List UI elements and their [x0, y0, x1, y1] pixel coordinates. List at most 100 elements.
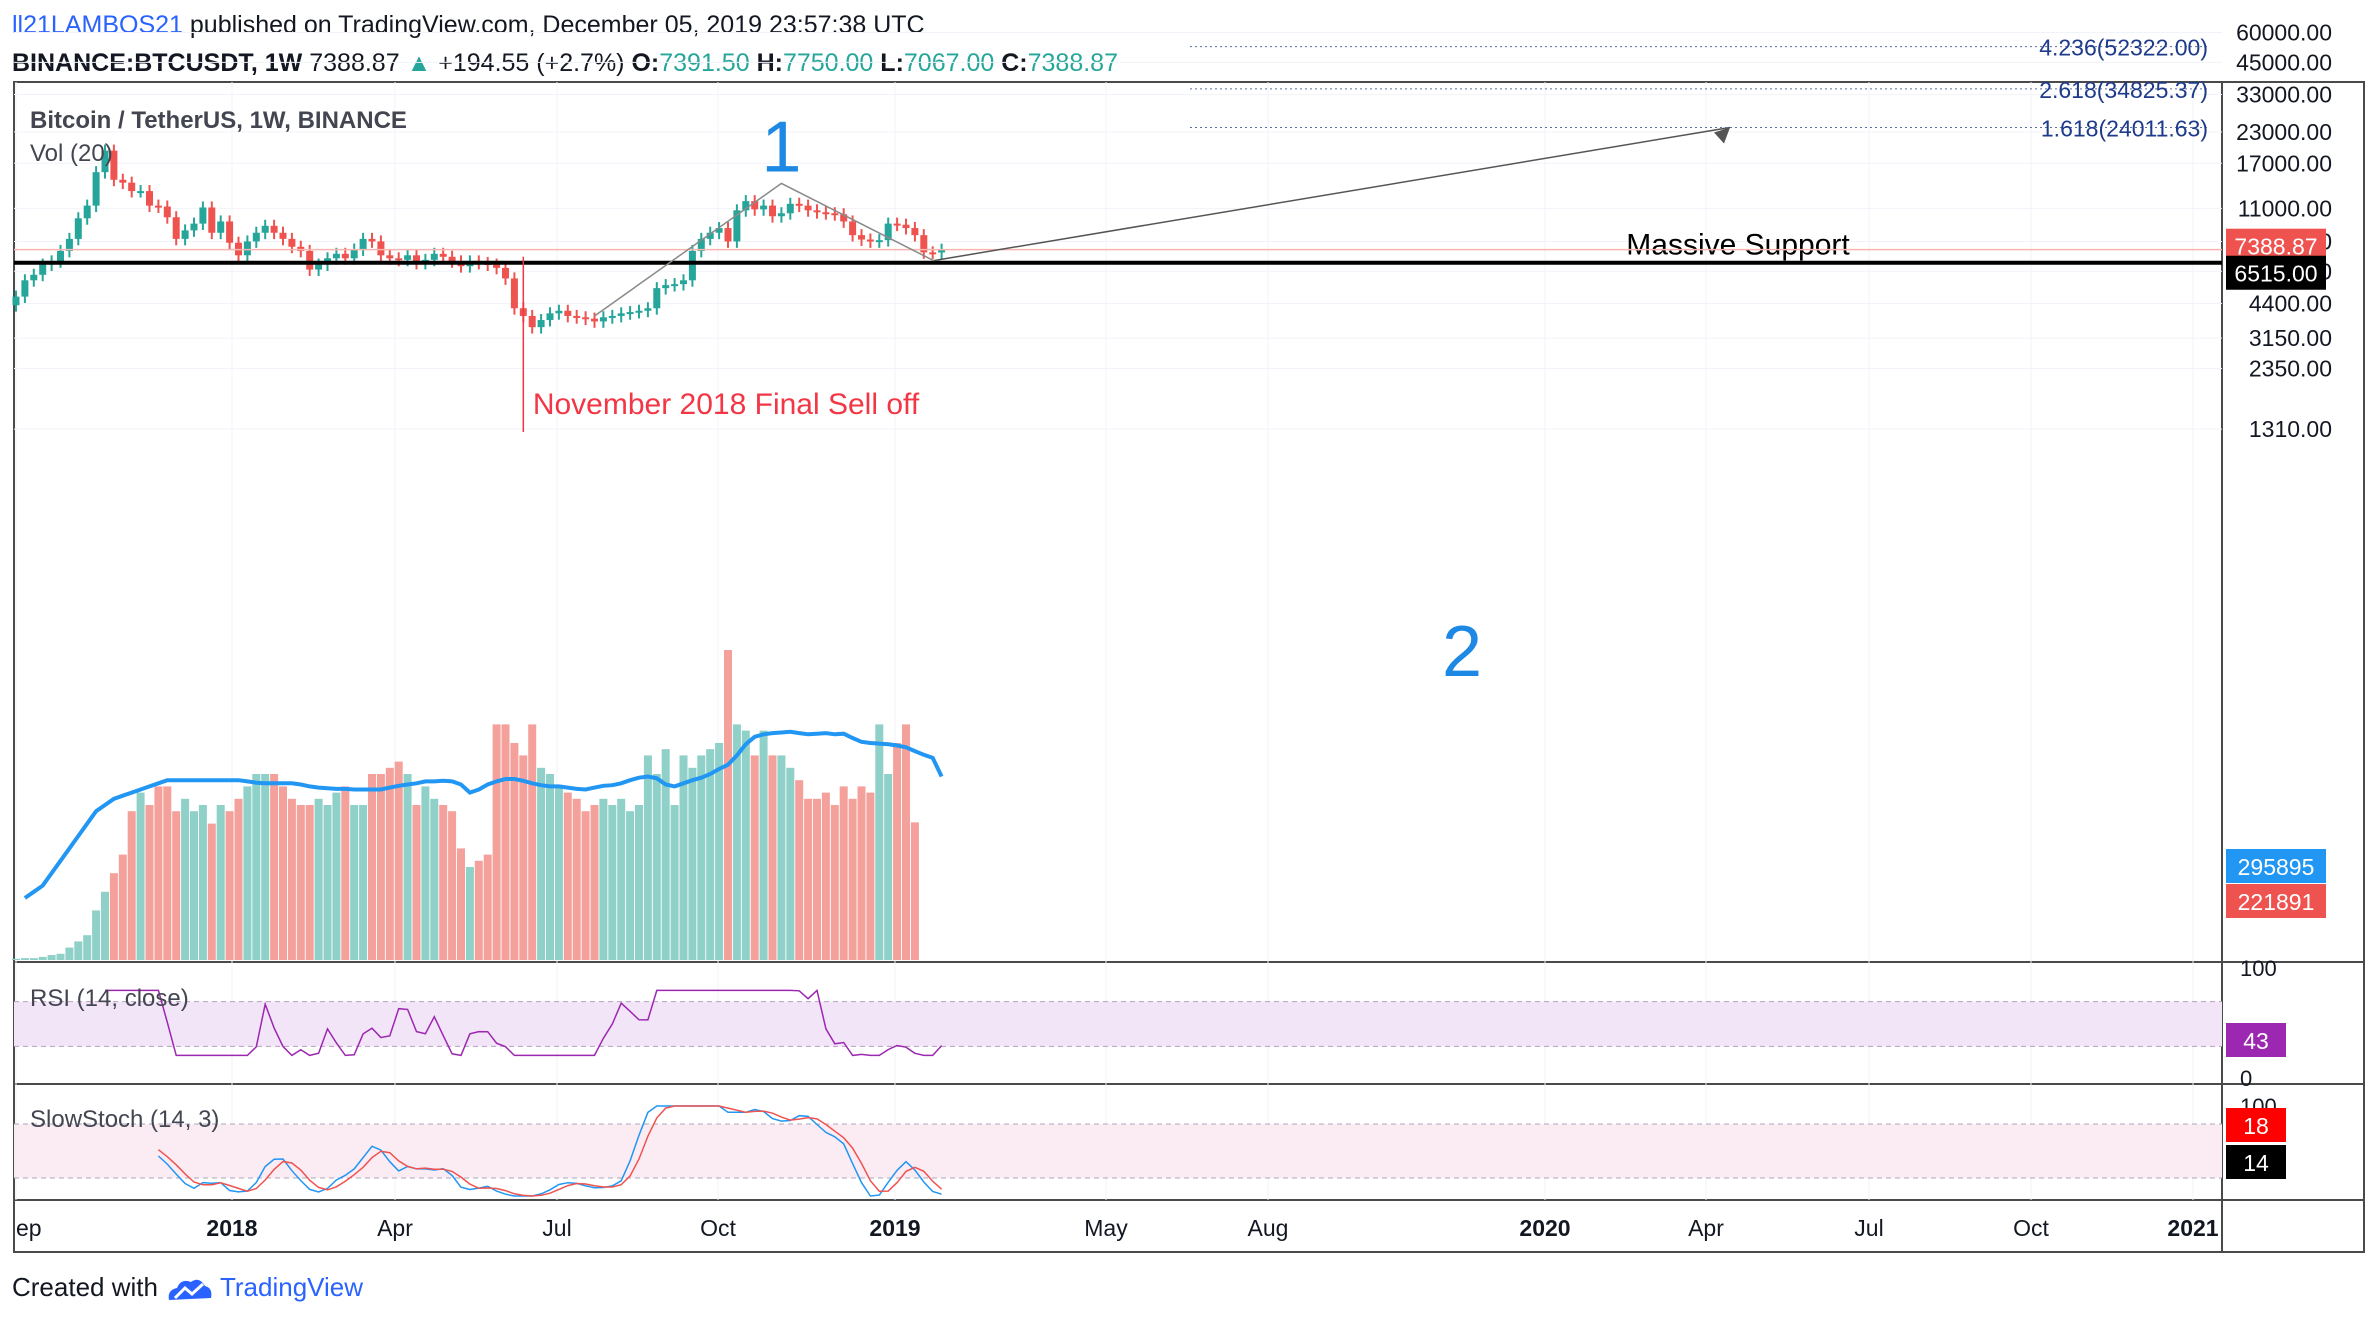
candle	[599, 317, 607, 322]
candle	[537, 320, 545, 328]
volume-ma-label: 295895	[2238, 854, 2315, 880]
time-tick-label: Jul	[1854, 1215, 1883, 1241]
candle	[163, 206, 171, 218]
candle	[546, 313, 554, 321]
time-tick-label: 2018	[206, 1215, 257, 1241]
publish-line: ll21LAMBOS21 published on TradingView.co…	[12, 6, 1118, 44]
candle	[413, 255, 420, 263]
candle	[332, 253, 340, 259]
candle	[128, 182, 136, 192]
tradingview-link[interactable]: TradingView	[219, 1272, 364, 1302]
candle	[243, 241, 251, 256]
candle	[386, 255, 394, 259]
volume-bar	[136, 792, 145, 960]
volume-bar	[341, 786, 350, 960]
volume-value-label-badge	[2226, 884, 2326, 918]
candle	[617, 313, 625, 316]
rsi-band	[14, 1001, 2222, 1047]
candle	[760, 205, 768, 210]
candle	[368, 238, 376, 242]
candle	[582, 317, 590, 320]
candle	[555, 310, 563, 314]
candle	[813, 210, 821, 213]
candle	[502, 267, 509, 279]
wave-label-1: 1	[761, 107, 801, 187]
candle	[208, 207, 216, 233]
stoch-panel	[14, 1105, 2222, 1197]
symbol-label: BINANCE:BTCUSDT, 1W	[12, 49, 303, 77]
candle	[804, 205, 812, 211]
volume-bar	[813, 798, 821, 960]
price-tick-label: 23000.00	[2236, 119, 2332, 145]
low-label: L:	[880, 49, 904, 77]
volume-bar	[492, 724, 501, 960]
volume-bar	[635, 805, 643, 960]
volume-ma-line	[23, 729, 944, 900]
volume-bar	[101, 891, 109, 960]
chart-header: ll21LAMBOS21 published on TradingView.co…	[12, 6, 1118, 82]
support-price-label: 6515.00	[2234, 261, 2317, 287]
time-tick-label: ep	[16, 1215, 42, 1241]
price-tick-label: 2350.00	[2249, 355, 2332, 381]
volume-bar	[421, 786, 430, 960]
price-change: +194.55 (+2.7%)	[438, 49, 625, 77]
projection-arrow[interactable]	[933, 126, 1731, 262]
volume-bar	[403, 774, 412, 960]
volume-bar	[821, 792, 830, 960]
candle	[395, 258, 403, 261]
volume-ma-label-badge	[2226, 849, 2326, 883]
drawings[interactable]: Massive Support November 2018 Final Sell …	[14, 35, 2222, 692]
stoch-label: SlowStoch (14, 3)	[30, 1106, 219, 1133]
volume-bar	[839, 786, 848, 960]
volume-bar	[207, 823, 216, 960]
price-tick-label: 33000.00	[2236, 81, 2332, 107]
close-label: C:	[1001, 49, 1028, 77]
volume-bar	[537, 767, 546, 960]
author-link[interactable]: ll21LAMBOS21	[12, 11, 183, 39]
candle	[226, 221, 234, 243]
volume-bar	[608, 805, 617, 960]
volume-bar	[261, 774, 270, 960]
volume-bar	[884, 774, 893, 960]
candle	[350, 249, 358, 259]
open-label: O:	[631, 49, 660, 77]
volume-bar	[74, 941, 83, 960]
volume-bar	[652, 774, 661, 960]
high-value: 7750.00	[782, 49, 874, 77]
stoch-d-badge	[2226, 1145, 2286, 1179]
stoch-k-badge	[2226, 1108, 2286, 1142]
volume-bar	[20, 958, 29, 960]
volume-bar	[795, 780, 804, 960]
tradingview-cloud-icon	[168, 1279, 212, 1301]
volume-bar	[777, 755, 786, 960]
volume-bar	[679, 755, 688, 960]
candle	[795, 203, 803, 206]
fib-level-label: 4.236(52322.00)	[2039, 35, 2208, 61]
candle	[101, 150, 109, 173]
volume-bar	[190, 811, 198, 960]
volume-bar	[412, 805, 421, 960]
time-tick-label: 2019	[869, 1215, 920, 1241]
volume-bar	[563, 792, 572, 960]
candle	[430, 253, 438, 260]
volume-indicator-label: Vol (20)	[30, 140, 113, 167]
candle	[866, 239, 874, 242]
volume-bar	[225, 811, 234, 960]
volume-bar	[252, 774, 261, 960]
candles	[12, 144, 946, 334]
candle	[742, 201, 750, 211]
volume-bar	[483, 854, 492, 960]
volume-bar	[768, 755, 777, 960]
time-tick-label: Oct	[700, 1215, 736, 1241]
candle	[510, 278, 518, 309]
price-tick-label: 1310.00	[2249, 416, 2332, 442]
candle	[591, 318, 598, 322]
time-tick-label: 2020	[1519, 1215, 1570, 1241]
price-tick-label: 3150.00	[2249, 325, 2332, 351]
wave-path[interactable]	[594, 182, 934, 317]
volume-bar	[866, 792, 875, 960]
candle	[626, 312, 634, 315]
volume-bar	[910, 822, 919, 960]
candle	[39, 264, 47, 275]
